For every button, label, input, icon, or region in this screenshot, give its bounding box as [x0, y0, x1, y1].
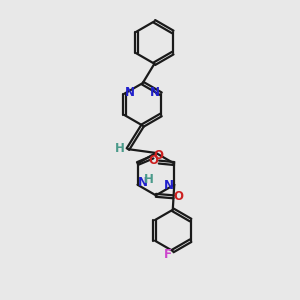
- Text: N: N: [138, 176, 148, 189]
- Text: O: O: [153, 149, 163, 162]
- Text: N: N: [164, 179, 174, 192]
- Text: H: H: [144, 173, 154, 186]
- Text: H: H: [115, 142, 124, 155]
- Text: N: N: [150, 86, 160, 99]
- Text: O: O: [148, 154, 159, 167]
- Text: N: N: [125, 86, 135, 99]
- Text: F: F: [164, 248, 172, 261]
- Text: O: O: [174, 190, 184, 203]
